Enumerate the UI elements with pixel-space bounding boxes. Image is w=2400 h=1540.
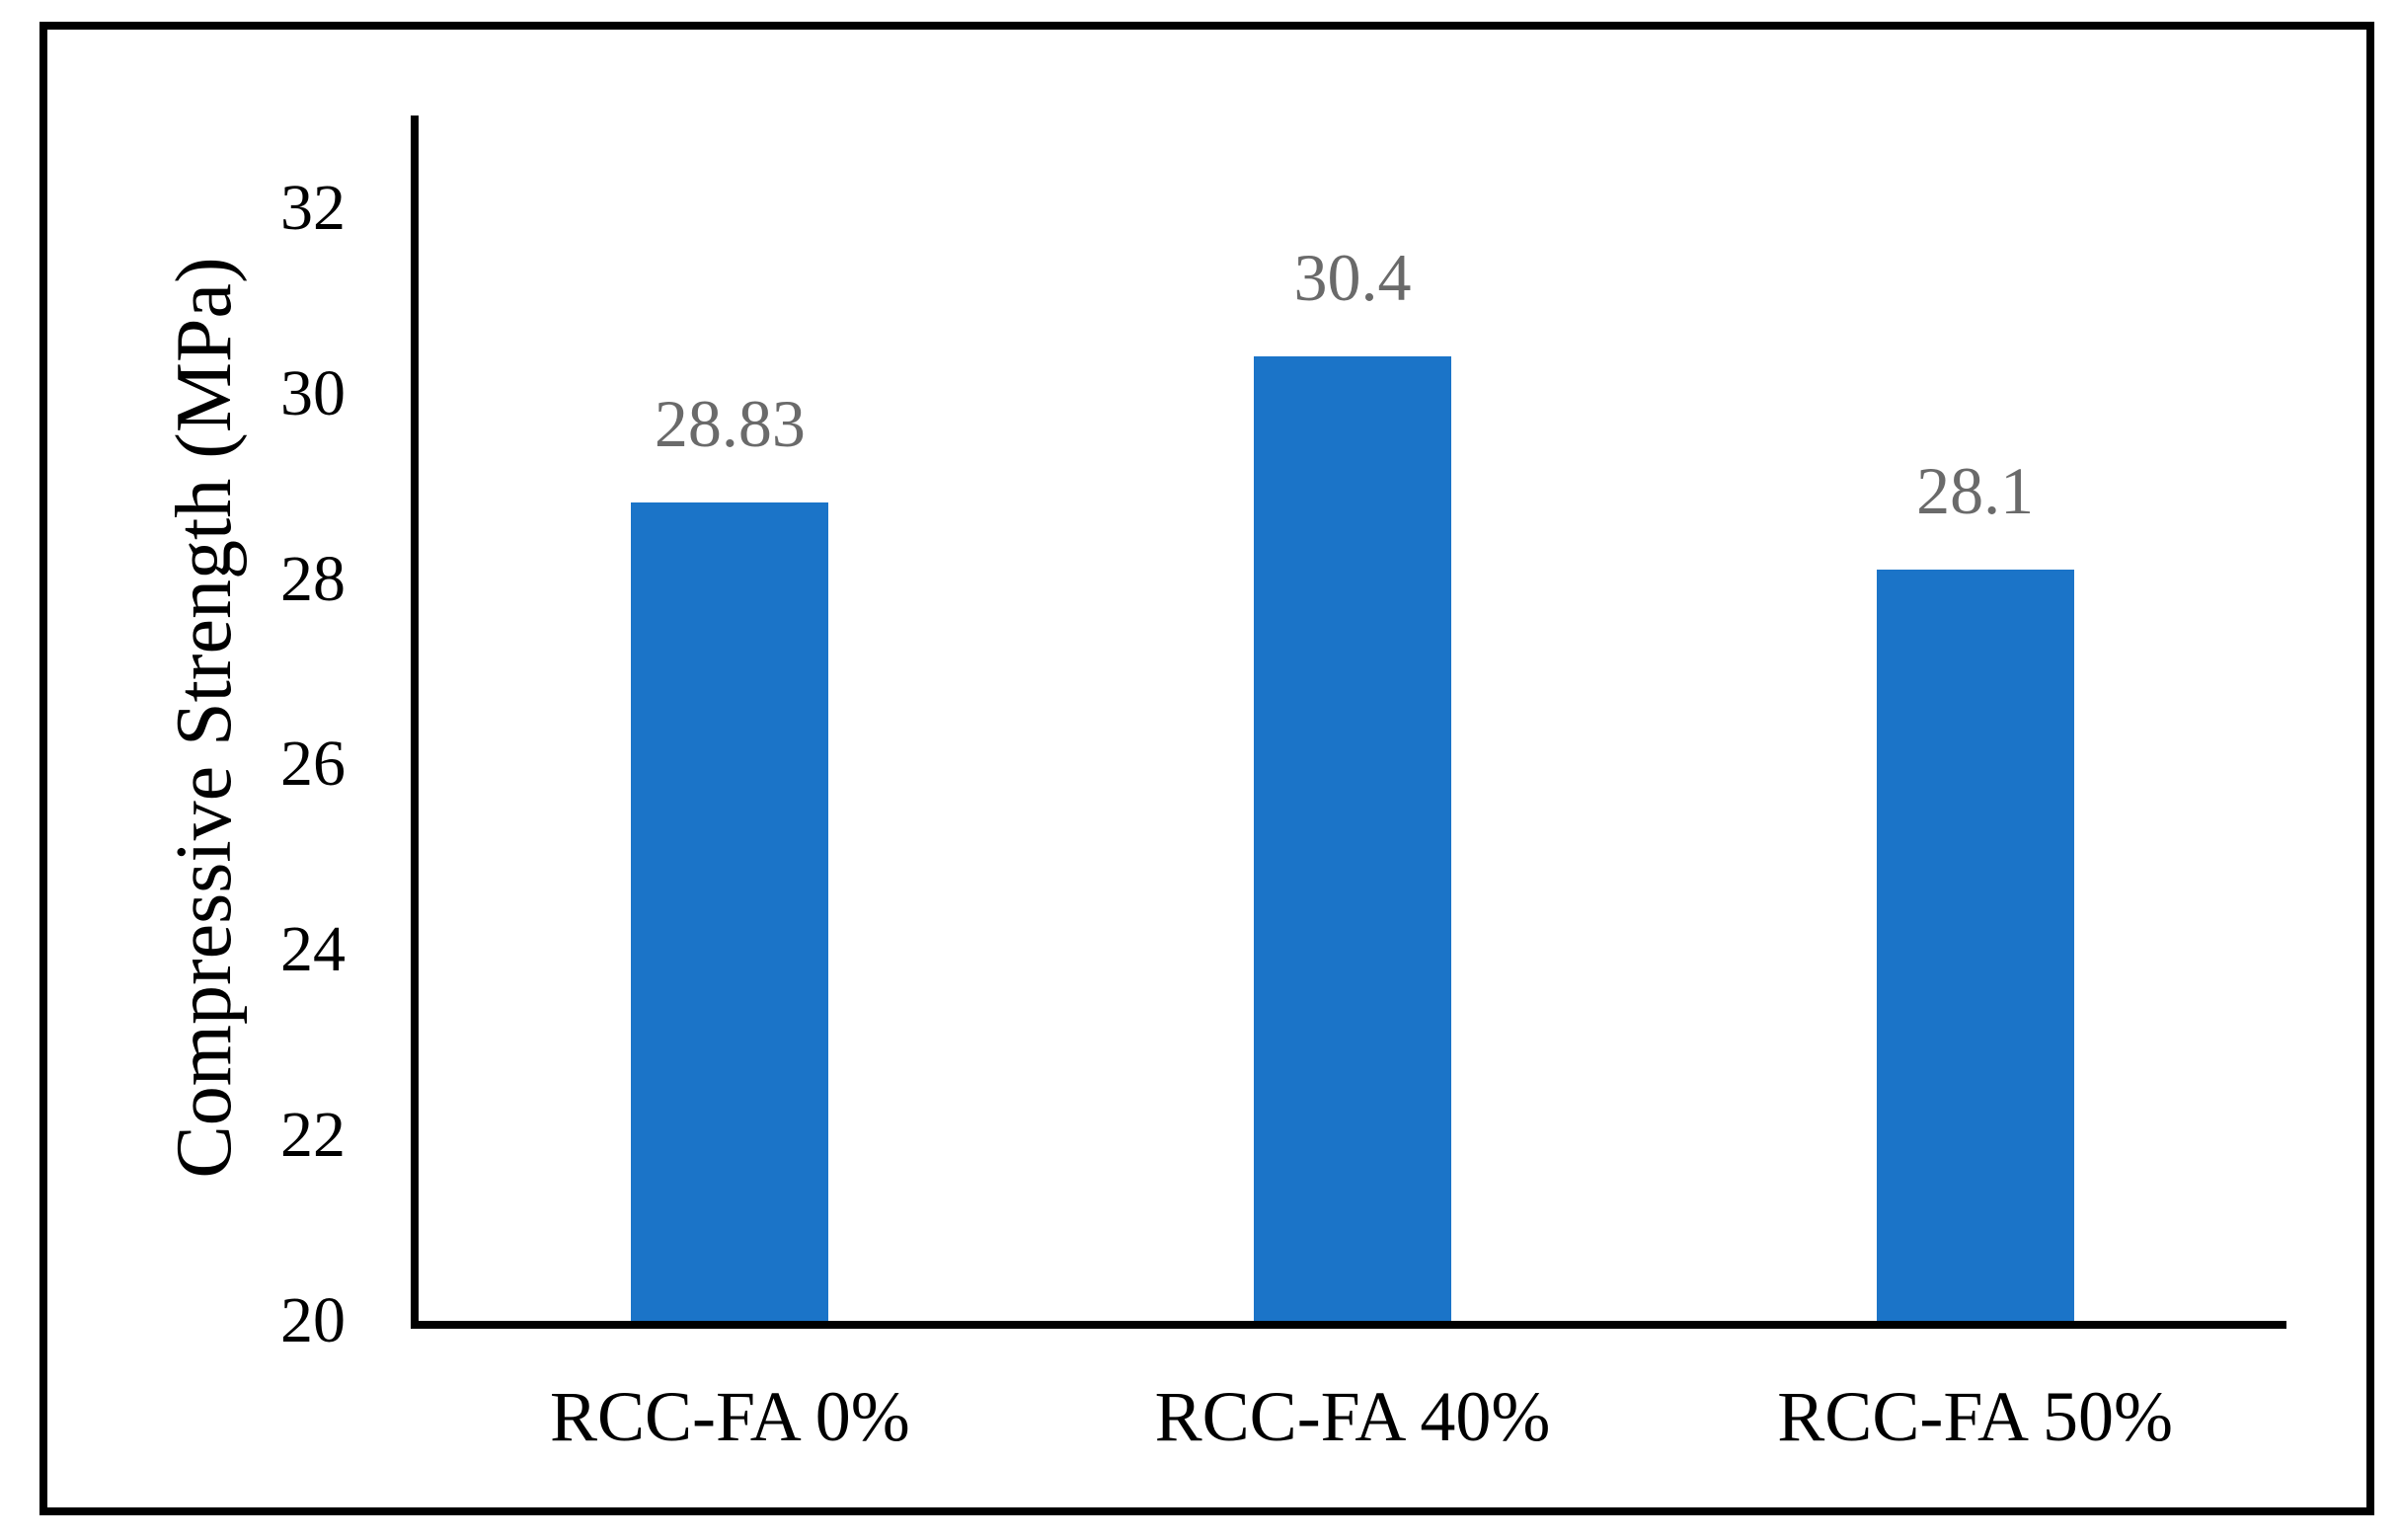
y-axis-line bbox=[411, 116, 419, 1329]
y-tick-label: 32 bbox=[280, 171, 346, 244]
bar-RCC-FA 40% bbox=[1254, 356, 1451, 1321]
y-tick-label: 26 bbox=[280, 728, 346, 801]
data-label: 28.83 bbox=[654, 385, 806, 461]
x-category-label: RCC-FA 50% bbox=[1777, 1377, 2174, 1456]
bar-RCC-FA 0% bbox=[631, 501, 829, 1321]
x-axis-line bbox=[411, 1321, 2286, 1329]
data-label: 28.1 bbox=[1916, 453, 2035, 529]
y-tick-label: 20 bbox=[280, 1284, 346, 1356]
x-category-label: RCC-FA 0% bbox=[549, 1377, 910, 1456]
y-tick-label: 30 bbox=[280, 356, 346, 429]
chart-outer-border bbox=[39, 22, 2374, 1515]
y-tick-label: 28 bbox=[280, 542, 346, 615]
data-label: 30.4 bbox=[1293, 240, 1412, 316]
y-tick-label: 22 bbox=[280, 1099, 346, 1172]
bar-RCC-FA 50% bbox=[1876, 570, 2074, 1321]
x-category-label: RCC-FA 40% bbox=[1154, 1377, 1551, 1456]
y-tick-label: 24 bbox=[280, 913, 346, 986]
